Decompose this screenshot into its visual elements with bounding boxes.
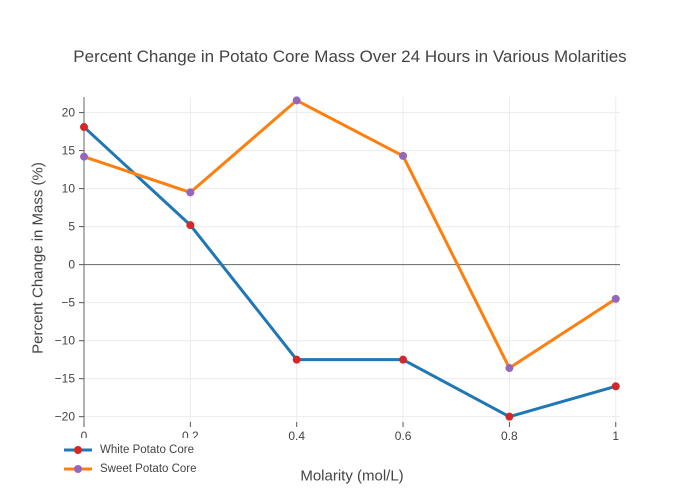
x-tick-label: 0	[81, 429, 88, 443]
series-line	[82, 98, 618, 370]
legend: White Potato Core Sweet Potato Core	[62, 438, 207, 480]
y-tick-label: 20	[62, 106, 76, 120]
data-point-marker	[80, 152, 88, 161]
data-point-marker	[80, 123, 88, 132]
x-tick-label: 0.4	[288, 429, 305, 443]
y-tick-label: 15	[62, 144, 76, 158]
y-tick-label: −10	[55, 334, 76, 348]
x-tick-label: 0.6	[395, 429, 412, 443]
data-point-marker	[186, 188, 195, 197]
series-line	[82, 125, 618, 419]
data-point-marker	[186, 221, 195, 230]
data-point-marker	[611, 382, 620, 391]
data-point-marker	[399, 355, 408, 364]
data-point-marker	[505, 364, 514, 373]
x-tick-label: 1	[612, 429, 619, 443]
y-axis-title: Percent Change in Mass (%)	[29, 162, 47, 354]
y-tick-label: −20	[55, 410, 76, 424]
legend-label: White Potato Core	[100, 443, 194, 456]
x-axis-title: Molarity (mol/L)	[300, 467, 404, 485]
legend-swatch-line-dot-icon	[64, 445, 92, 454]
y-tick-label: 10	[62, 182, 76, 196]
x-tick-label: 0.8	[501, 429, 518, 443]
y-tick-label: 0	[68, 258, 75, 272]
y-tick-label: −5	[61, 296, 75, 310]
data-point-marker	[292, 355, 301, 364]
data-point-marker	[399, 151, 408, 160]
y-tick-label: −15	[55, 372, 76, 386]
legend-label: Sweet Potato Core	[100, 462, 197, 475]
y-tick-label: 5	[68, 220, 75, 234]
chart-title: Percent Change in Potato Core Mass Over …	[73, 47, 627, 66]
legend-item-sweet-potato: Sweet Potato Core	[62, 459, 197, 478]
data-point-marker	[292, 96, 301, 105]
legend-item-white-potato: White Potato Core	[62, 440, 197, 459]
data-point-marker	[611, 294, 620, 303]
legend-swatch-line-dot-icon	[64, 464, 92, 473]
data-point-marker	[505, 412, 514, 421]
